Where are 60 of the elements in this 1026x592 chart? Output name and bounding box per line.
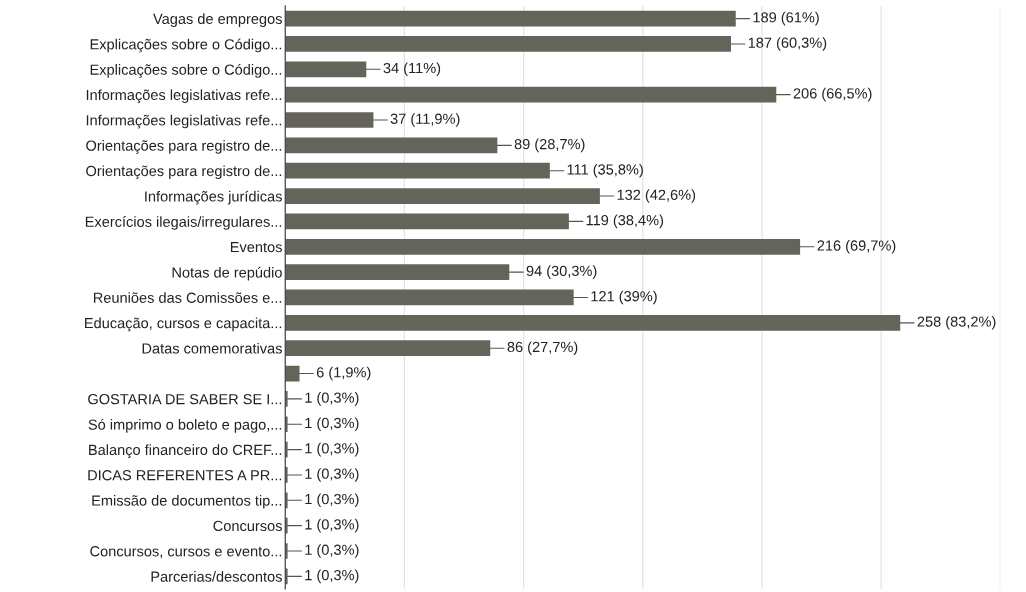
data-label: 37 (11,9%) [390,113,460,127]
y-tick-label: Emissão de documentos tip... [92,495,282,509]
data-label: 1 (0,3%) [305,569,359,584]
y-tick-label: Orientações para registro de... [86,165,282,180]
y-tick-label: Explicações sobre o Código... [90,63,282,78]
bar [285,340,491,357]
bar [285,10,736,27]
bar [285,365,300,382]
data-label: 89 (28,7%) [514,138,585,153]
bar [285,238,801,255]
y-tick-label: Concursos [213,520,282,532]
y-tick-label: Informações legislativas refe... [86,114,282,129]
data-label: 121 (39%) [591,290,657,305]
data-label: 206 (66,5%) [793,87,872,102]
bar [285,86,777,103]
bar [285,188,600,204]
data-label: 111 (35,8%) [567,163,643,178]
bar [285,264,510,280]
data-label: 132 (42,6%) [617,189,696,203]
bar [285,289,574,306]
y-tick-label: Notas de repúdio [172,266,282,281]
data-label: 187 (60,3%) [748,37,827,51]
bar [285,314,901,331]
bar [285,112,374,128]
y-tick-label: Reuniões das Comissões e... [93,292,282,303]
data-label: 1 (0,3%) [305,442,359,457]
y-tick-label: Parcerias/descontos [151,571,282,582]
y-tick-label: Exercícios ilegais/irregulares... [85,216,282,230]
y-tick-label: DICAS REFERENTES A PR... [88,470,282,481]
data-label: 189 (61%) [753,11,819,26]
y-tick-label: GOSTARIA DE SABER SE I... [88,393,282,405]
bar [285,36,731,52]
data-label: 216 (69,7%) [817,239,896,254]
data-label: 1 (0,3%) [305,468,359,482]
y-tick-label: Vagas de empregos [153,13,282,27]
y-tick-label: Explicações sobre o Código... [90,38,282,53]
bar [285,213,569,230]
bar [285,162,550,179]
y-tick-label: Informações jurídicas [145,190,282,205]
data-label: 1 (0,3%) [305,417,359,432]
y-tick-label: Informações legislativas refe... [86,89,282,104]
y-tick-label: Só imprimo o boleto e pago,... [88,418,282,433]
bar [285,61,367,78]
data-label: 1 (0,3%) [305,392,359,406]
data-label: 258 (83,2%) [917,316,996,330]
data-label: 1 (0,3%) [305,518,359,533]
y-tick-label: Datas comemorativas [142,342,282,354]
bar [285,137,498,154]
y-tick-label: Educação, cursos e capacita... [85,317,282,332]
data-label: 34 (11%) [383,62,441,77]
data-label: 94 (30,3%) [526,265,597,279]
y-tick-label: Balanço financeiro do CREF... [89,444,282,458]
y-tick-label: Concursos, cursos e evento... [90,546,282,559]
data-label: 86 (27,7%) [507,341,578,355]
data-label: 6 (1,9%) [316,366,371,381]
y-tick-label: Eventos [230,242,282,253]
y-tick-label: Orientações para registro de... [86,140,282,154]
data-label: 119 (38,4%) [586,214,664,229]
data-label: 1 (0,3%) [305,544,359,558]
data-label: 1 (0,3%) [305,493,359,508]
